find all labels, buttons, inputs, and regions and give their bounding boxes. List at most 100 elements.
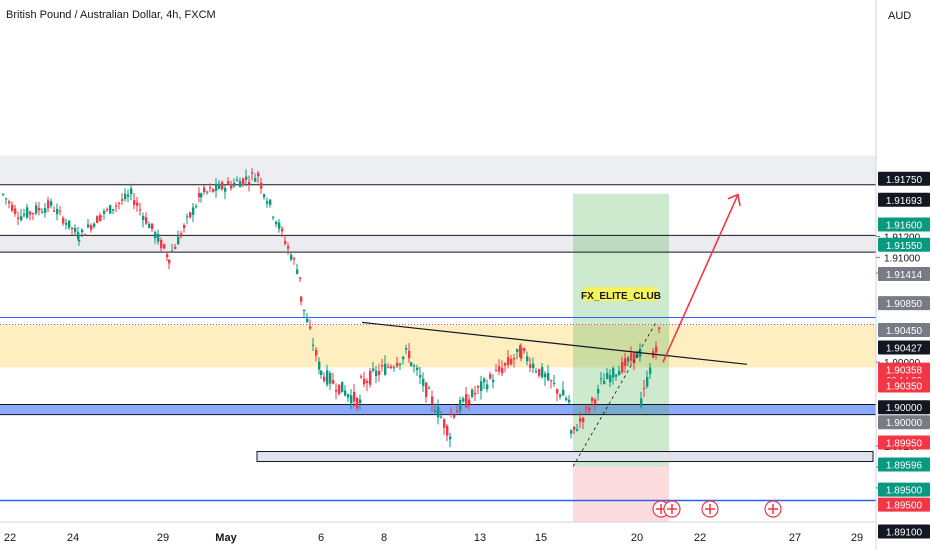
candle-body [109,205,112,214]
candle-body [148,223,151,229]
candle-body [609,375,612,383]
candle-body [585,407,588,409]
candle-body [562,389,565,396]
candle-body [136,202,139,206]
candle-body [284,241,287,244]
candle-body [410,362,413,366]
candle-body [495,370,498,372]
candle-body [206,191,209,193]
candle-body [239,181,242,188]
candle-body [254,178,257,182]
candle-body [106,209,109,211]
candle-body [269,199,272,205]
yellow-zone [0,325,876,368]
x-tick-label: 15 [535,532,547,544]
candle-body [2,193,5,195]
x-tick-label: 27 [789,532,801,544]
candle-body [209,187,212,189]
candle-body [468,399,471,405]
candle-body [603,380,606,385]
price-label-text: 1.90450 [886,326,923,337]
candle-body [145,217,148,224]
candle-body [329,373,332,384]
candle-body [553,383,556,385]
symbol-title[interactable]: British Pound / Australian Dollar, 4h, F… [6,9,216,21]
candle-body [212,188,215,192]
candle-body [186,216,189,218]
candle-body [591,397,594,402]
price-label [878,400,930,415]
candle-body [486,384,489,390]
candle-body [501,367,504,374]
candle-body [71,227,74,230]
price-label-text: 1.90427 [886,343,923,354]
candle-body [338,384,341,395]
candle-body [236,179,239,181]
price-label-text: 1.91693 [886,196,923,207]
candle-body [360,376,363,378]
candle-body [100,215,103,217]
x-tick-label: 29 [851,532,863,544]
candle-body [520,347,523,359]
candle-body [20,216,23,221]
candle-body [369,370,372,385]
upper-resistance-zone [0,155,876,185]
candle-body [290,254,293,260]
candle-body [189,212,192,218]
candle-body [68,220,71,228]
candle-body [281,228,284,232]
price-label-text: 1.91550 [886,241,923,252]
currency-label[interactable]: AUD [888,10,912,22]
candle-body [658,327,661,329]
candle-body [224,187,227,192]
candle-body [41,211,44,213]
candle-body [366,381,369,384]
projection-arrowhead [727,193,741,207]
candle-body [582,417,585,423]
candle-body [462,398,465,402]
candle-body [133,200,136,205]
x-tick-label: 20 [631,532,643,544]
candle-body [103,210,106,214]
candle-body [59,210,62,212]
price-label-text: 1.90358 [886,366,923,377]
candle-body [293,258,296,260]
candle-body [47,200,50,209]
candle-body [643,387,646,389]
candle-body [242,178,245,185]
candle-body [378,370,381,375]
candle-body [227,181,230,184]
candle-body [166,254,169,258]
candle-body [449,436,452,440]
candle-body [163,244,166,249]
price-label [878,237,930,252]
descending-trendline [361,321,748,365]
x-tick-label: May [215,532,237,544]
candle-body [446,425,449,436]
price-label-text: 1.89950 [886,438,923,449]
candle-body [233,182,236,187]
candle-body [627,357,630,362]
candle-body [5,198,8,200]
price-label-text: 1.89500 [886,501,923,512]
x-tick-label: 24 [67,532,79,544]
candle-body [335,389,338,392]
price-label [878,482,930,497]
candle-body [272,216,275,218]
candle-body [171,250,174,253]
candle-body [17,217,20,219]
candle-body [504,363,507,366]
candle-body [177,236,180,245]
price-label-text: 1.89500 [886,486,923,497]
candle-body [326,370,329,385]
candle-body [568,399,571,403]
candle-body [230,184,233,189]
candle-body [381,365,384,367]
candle-body [251,172,254,174]
candle-body [118,202,121,204]
candle-body [154,232,157,239]
candle-body [121,199,124,201]
price-label-text: 1.89596 [886,461,923,472]
